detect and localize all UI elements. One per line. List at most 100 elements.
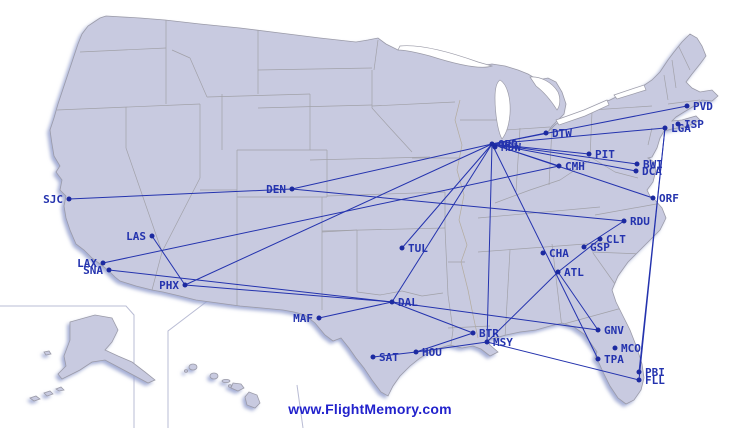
route-ORD-BWI (491, 143, 638, 165)
airport-MSY: MSY (484, 336, 513, 349)
airport-label-PVD: PVD (693, 100, 713, 113)
airport-dot-CHA (540, 250, 546, 256)
state-border (671, 59, 677, 89)
state-border (559, 159, 591, 181)
route-PHX-ORD (184, 143, 493, 286)
airport-label-LAX: LAX (77, 257, 97, 270)
airport-SNA: SNA (83, 264, 112, 277)
airport-dot-SNA (106, 267, 112, 273)
airport-label-RDU: RDU (630, 215, 650, 228)
airport-label-DCA: DCA (642, 165, 662, 178)
airport-dot-TPA (595, 356, 601, 362)
airport-label-DEN: DEN (266, 183, 286, 196)
state-border (647, 127, 653, 146)
lake-ontario (613, 84, 647, 100)
route-PHX-DAL (184, 284, 393, 303)
airport-MCO: MCO (612, 342, 641, 355)
airport-label-CLT: CLT (606, 233, 626, 246)
airport-dot-HOU (413, 349, 419, 355)
route-ORD-DCA (491, 143, 637, 172)
state-border (614, 171, 639, 179)
airport-label-MAF: MAF (293, 312, 313, 325)
airport-PVD: PVD (684, 100, 713, 113)
airport-dot-PVD (684, 103, 690, 109)
mississippi-river (454, 99, 479, 339)
route-LAX-CMH (102, 165, 560, 264)
state-border (548, 127, 553, 186)
airport-DEN: DEN (266, 183, 295, 196)
route-DAL-GNV (391, 301, 599, 331)
airport-label-BWI: BWI (643, 158, 663, 171)
airport-PHX: PHX (159, 279, 188, 292)
airport-dot-LGA (662, 125, 668, 131)
route-MAF-DAL (318, 301, 393, 319)
lake-superior (397, 45, 494, 68)
state-border (373, 39, 379, 71)
airport-SJC: SJC (43, 193, 72, 206)
airport-label-ATL: ATL (564, 266, 584, 279)
route-CLT-ATL (557, 238, 601, 273)
airport-dot-ORF (650, 195, 656, 201)
airport-dot-BWI (634, 161, 640, 167)
route-LGA-FLL (638, 127, 666, 381)
airport-label-SAT: SAT (379, 351, 399, 364)
state-border (494, 189, 531, 204)
airport-dot-GNV (595, 327, 601, 333)
airport-DTW: DTW (543, 127, 572, 140)
airport-dot-SJC (66, 196, 72, 202)
route-SNA-DAL (108, 269, 393, 303)
airport-dot-MDW (492, 144, 498, 150)
airport-label-LAS: LAS (126, 230, 146, 243)
state-border (444, 227, 449, 296)
state-border (504, 126, 551, 131)
route-ORD-ORF (491, 143, 654, 199)
airport-dot-BTR (470, 330, 476, 336)
airport-ATL: ATL (555, 266, 584, 279)
airport-label-BTR: BTR (479, 327, 499, 340)
route-DEN-RDU (291, 188, 625, 222)
routes-layer (68, 105, 688, 381)
state-border (677, 44, 691, 71)
state-border (356, 291, 381, 296)
route-HOU-MSY (415, 341, 488, 353)
airport-dot-PBI (636, 369, 642, 375)
airport-label-ORF: ORF (659, 192, 679, 205)
airport-TUL: TUL (399, 242, 428, 255)
aleutian-islands (29, 350, 65, 402)
airport-dot-MAF (316, 315, 322, 321)
airport-TPA: TPA (595, 353, 624, 366)
state-border (421, 292, 444, 297)
state-border (594, 202, 663, 216)
airport-dot-SAT (370, 354, 376, 360)
airport-MAF: MAF (293, 312, 322, 325)
route-DEN-ORD (291, 143, 493, 190)
route-ORD-TUL (401, 143, 493, 249)
lake-erie (555, 99, 610, 126)
airport-HOU: HOU (413, 346, 442, 359)
airport-dot-ATL (555, 269, 561, 275)
airport-PBI: PBI (636, 366, 665, 379)
airport-label-SJC: SJC (43, 193, 63, 206)
state-border (663, 74, 669, 101)
lake-michigan (494, 79, 511, 140)
landmass (29, 15, 719, 409)
alaska-inset (57, 314, 156, 384)
airport-GNV: GNV (595, 324, 624, 337)
airport-dot-GSP (581, 244, 587, 250)
airport-dot-DAL (389, 299, 395, 305)
airport-FLL: FLL (636, 374, 665, 387)
airport-label-GNV: GNV (604, 324, 624, 337)
state-border (559, 307, 623, 326)
airport-dot-DEN (289, 186, 295, 192)
airport-label-PHX: PHX (159, 279, 179, 292)
state-border (125, 147, 163, 253)
airport-label-MCO: MCO (621, 342, 641, 355)
state-border (529, 179, 561, 191)
airport-label-GSP: GSP (590, 241, 610, 254)
airport-label-TPA: TPA (604, 353, 624, 366)
airport-CMH: CMH (556, 160, 585, 173)
state-border (189, 57, 208, 98)
airport-LAX: LAX (77, 257, 106, 270)
